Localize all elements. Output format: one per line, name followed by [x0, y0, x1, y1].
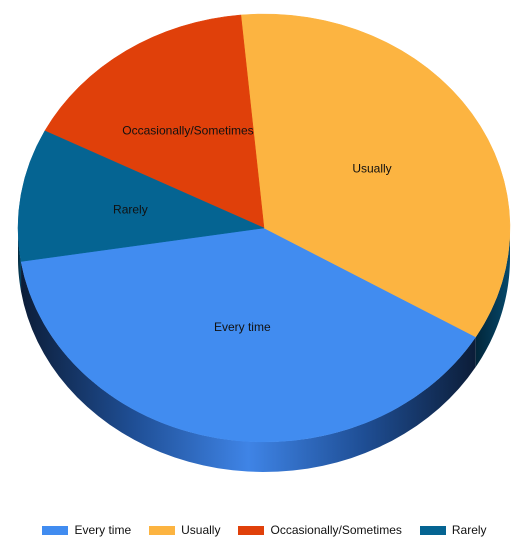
- legend-swatch-occasionally-sometimes: [238, 525, 265, 535]
- slice-label-occasionally-sometimes: Occasionally/Sometimes: [122, 124, 253, 138]
- pie-side-every-time: [21, 261, 476, 472]
- slice-label-every-time: Every time: [214, 320, 271, 334]
- legend-swatch-rarely: [419, 525, 446, 535]
- legend-label-rarely: Rarely: [451, 523, 487, 537]
- slice-label-rarely: Rarely: [113, 203, 148, 217]
- pie-label-layer: Every time Usually Occasionally/Sometimes R…: [113, 124, 392, 334]
- pie-slice-every-time: [20, 227, 477, 443]
- legend-label-usually: Usually: [181, 523, 221, 537]
- pie-slice-occasionally-sometimes: [44, 14, 265, 229]
- pie-side-usually: [475, 228, 510, 367]
- legend-item-every-time: Every time: [42, 523, 131, 537]
- legend-swatch-every-time: [42, 525, 69, 535]
- pie-slice-usually: [240, 13, 511, 338]
- slice-label-usually: Usually: [352, 161, 391, 175]
- pie-side-layer: [18, 228, 510, 472]
- legend-label-occasionally-sometimes: Occasionally/Sometimes: [270, 523, 402, 537]
- legend-item-occasionally-sometimes: Occasionally/Sometimes: [238, 523, 402, 537]
- legend-item-usually: Usually: [149, 523, 220, 537]
- legend-swatch-usually: [149, 525, 176, 535]
- pie-slice-rarely: [17, 130, 265, 262]
- pie-top-layer: [17, 13, 511, 443]
- pie-side-rarely: [18, 228, 22, 292]
- legend-item-rarely: Rarely: [419, 523, 487, 537]
- chart-legend: Every time Usually Occasionally/Sometimes R…: [0, 520, 529, 540]
- legend-label-every-time: Every time: [74, 523, 132, 537]
- pie-chart-canvas: Every time Usually Occasionally/Sometimes R…: [17, 13, 511, 472]
